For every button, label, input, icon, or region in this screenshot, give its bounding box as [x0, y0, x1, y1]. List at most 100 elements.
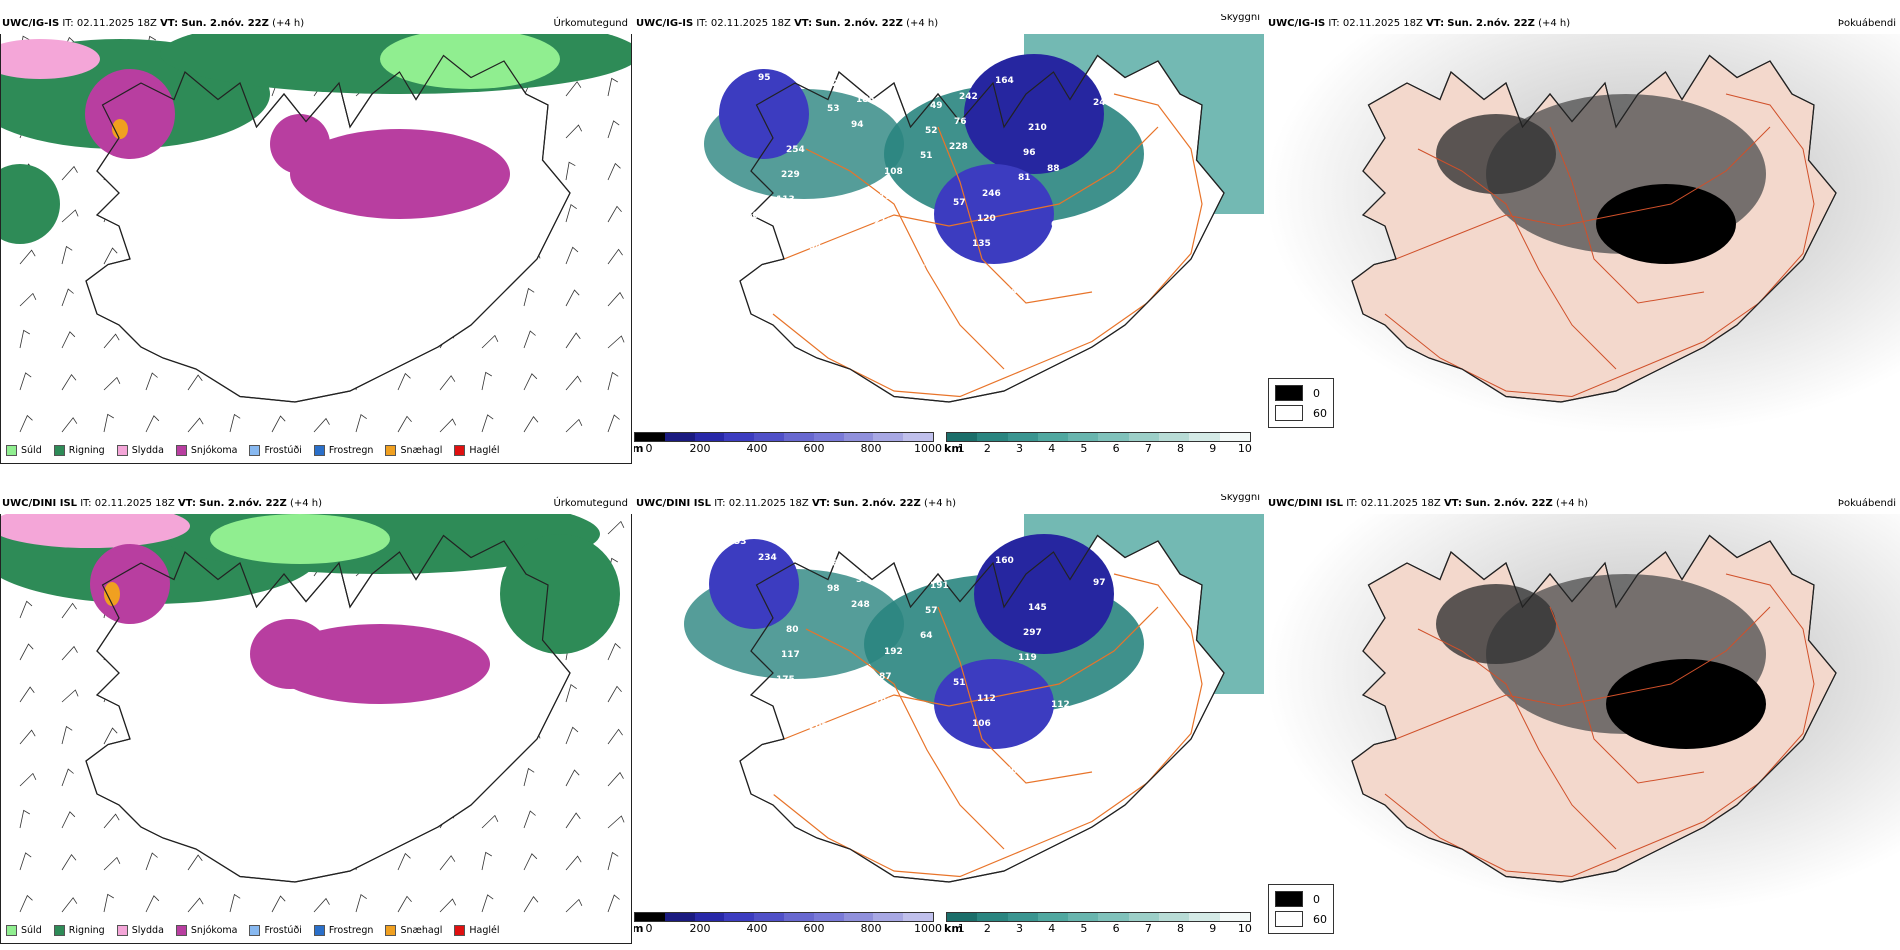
colorbar-tick: 200: [689, 922, 711, 935]
wind-barb: [61, 725, 73, 745]
legend-swatch: [53, 925, 65, 936]
wind-barb: [19, 686, 35, 703]
wind-barb: [61, 645, 78, 661]
ceiling-label: 305: [907, 264, 926, 274]
ceiling-label: 218: [874, 217, 893, 227]
legend-item: Frostúði: [249, 445, 302, 456]
lead-time: (+4 h): [272, 18, 305, 29]
panel-header: UWC/IG-IS IT: 02.11.2025 18Z VT: Sun. 2.…: [1266, 14, 1900, 34]
colorbar-tick: 800: [860, 442, 882, 455]
ceiling-label: 229: [781, 170, 800, 180]
wind-barb: [607, 894, 620, 913]
low-ceiling-area: [974, 534, 1114, 654]
legend-item: Frostúði: [249, 925, 302, 936]
colorbar-tick: 600: [803, 922, 825, 935]
wind-barb: [61, 897, 78, 913]
wind-barb: [187, 374, 203, 391]
legend-label: Snjókoma: [190, 925, 238, 936]
precip-map: [0, 34, 632, 433]
wind-barb: [61, 209, 79, 223]
colorbar-segment: [1159, 913, 1190, 921]
wind-barb: [565, 726, 579, 745]
precip-map: [0, 514, 625, 913]
snow-area: [90, 544, 170, 624]
legend-label: Rigning: [68, 445, 105, 456]
rain-area: [0, 164, 60, 244]
wind-barb: [145, 852, 158, 871]
wind-barb: [565, 898, 583, 913]
colorbar-segment: [664, 433, 695, 441]
wind-barb: [481, 371, 493, 391]
wind-barb: [439, 418, 457, 433]
legend-label: Rigning: [68, 925, 105, 936]
wind-barb: [607, 291, 624, 307]
legend-label: Snjókoma: [190, 445, 238, 456]
low-ceiling-area: [934, 164, 1054, 264]
low-ceiling-area: [719, 69, 809, 159]
legend-item: Haglél: [454, 445, 500, 456]
colorbar-segment: [1007, 913, 1038, 921]
ceiling-label: 182: [902, 289, 921, 299]
wind-barb: [103, 813, 120, 829]
ceiling-label: 80: [786, 625, 799, 635]
wind-barb: [565, 81, 582, 97]
ceiling-label: 88: [1047, 164, 1060, 174]
colorbar-segment: [635, 913, 665, 921]
legend-label: Snæhagl: [400, 925, 443, 936]
wind-barb: [19, 809, 31, 829]
ceiling-label: 120: [977, 214, 996, 224]
wind-barb: [19, 729, 36, 745]
ceiling-label: 248: [851, 600, 870, 610]
wind-barb: [61, 374, 77, 391]
model-name: UWC/IG-IS: [2, 18, 60, 29]
wind-barb: [313, 897, 330, 913]
legend-swatch: [116, 445, 128, 456]
wind-barb: [19, 292, 37, 307]
colorbar-tick: 7: [1144, 922, 1152, 935]
ceiling-label: 228: [949, 142, 968, 152]
fog-legend-item: 0: [1275, 383, 1327, 403]
ceiling-label: 145: [1028, 603, 1047, 613]
ceiling-labels: 53 98 64 51 56 89 62 57 119 112 154 188 191 297 175 202…: [734, 537, 1106, 804]
precip-legend: Súld Rigning Slydda Snjókoma Frostúði Frostre…: [6, 445, 500, 456]
wind-barb: [61, 245, 73, 265]
drizzle-area: [380, 34, 560, 89]
wind-barb: [19, 772, 37, 787]
colorbar-tick: 1000: [914, 922, 942, 935]
wind-barb: [607, 520, 625, 535]
ceiling-colorbar: m 0 200 400 600 800 1000: [634, 432, 942, 455]
wind-barb: [397, 852, 411, 871]
colorbar-segment: [843, 913, 874, 921]
ceiling-label: 113: [734, 57, 753, 67]
ceiling-labels: 113 53 51 57 45 59 29 52 81 67 62 87 49 96 113 94 182 164…: [734, 57, 1112, 324]
visibility-colorbar: km 1 2 3 4 5 6 7 8 9 10: [944, 432, 1252, 455]
colorbar-segment: [1189, 913, 1220, 921]
roads: [772, 93, 1203, 398]
colorbar-tick: 7: [1144, 442, 1152, 455]
field-name: Þokuábendi: [1837, 18, 1896, 29]
ceiling-label: 57: [953, 198, 966, 208]
wind-barb: [397, 372, 411, 391]
wind-barb: [103, 893, 115, 913]
wind-barb: [61, 288, 74, 307]
colorbar-segment: [813, 913, 844, 921]
wind-barb: [481, 814, 499, 829]
wind-barb: [481, 851, 493, 871]
legend-item: Frostregn: [313, 445, 373, 456]
colorbar-tick: 5: [1080, 442, 1088, 455]
ceiling-label: 188: [897, 794, 916, 804]
wind-barb: [61, 331, 76, 349]
legend-item: Rigning: [53, 445, 105, 456]
wind-barb: [19, 894, 33, 913]
wind-barb: [607, 162, 621, 181]
wind-barb: [187, 854, 203, 871]
fog-legend: 0 60: [1268, 884, 1334, 934]
ceiling-label: 164: [995, 76, 1014, 86]
wind-barb: [145, 415, 160, 433]
wind-barb: [481, 894, 494, 913]
ceiling-label: 178: [902, 769, 921, 779]
ceiling-label: 45: [1046, 245, 1059, 255]
ceiling-label: 95: [758, 73, 771, 83]
snow-area: [85, 69, 175, 159]
colorbar-segment: [724, 433, 755, 441]
